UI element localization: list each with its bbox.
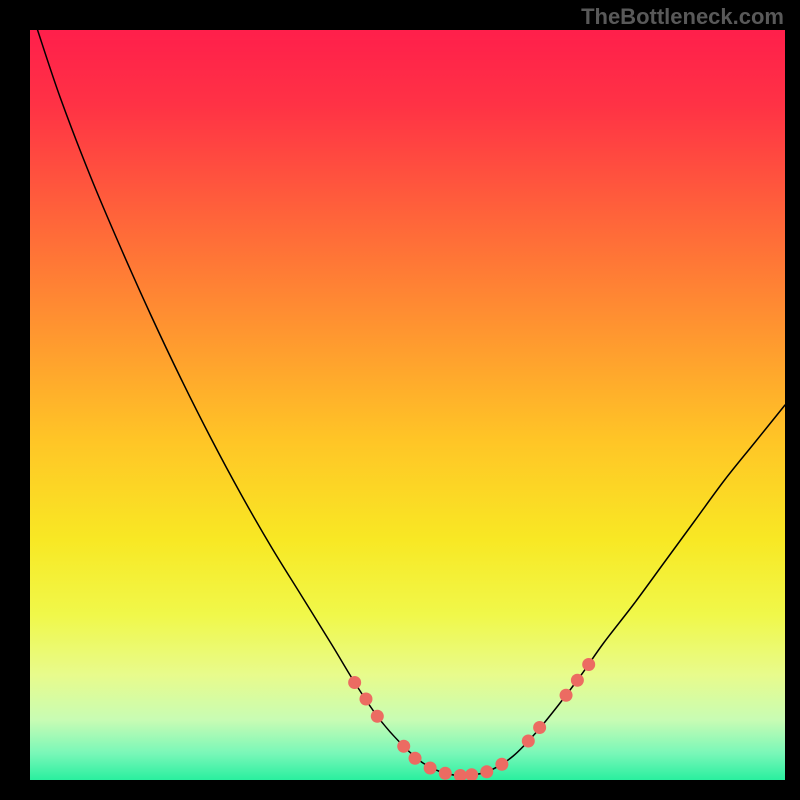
watermark-text: TheBottleneck.com bbox=[581, 4, 784, 30]
chart-background-gradient bbox=[30, 30, 785, 780]
chart-container: TheBottleneck.com bbox=[0, 0, 800, 800]
plot-area bbox=[30, 30, 785, 780]
